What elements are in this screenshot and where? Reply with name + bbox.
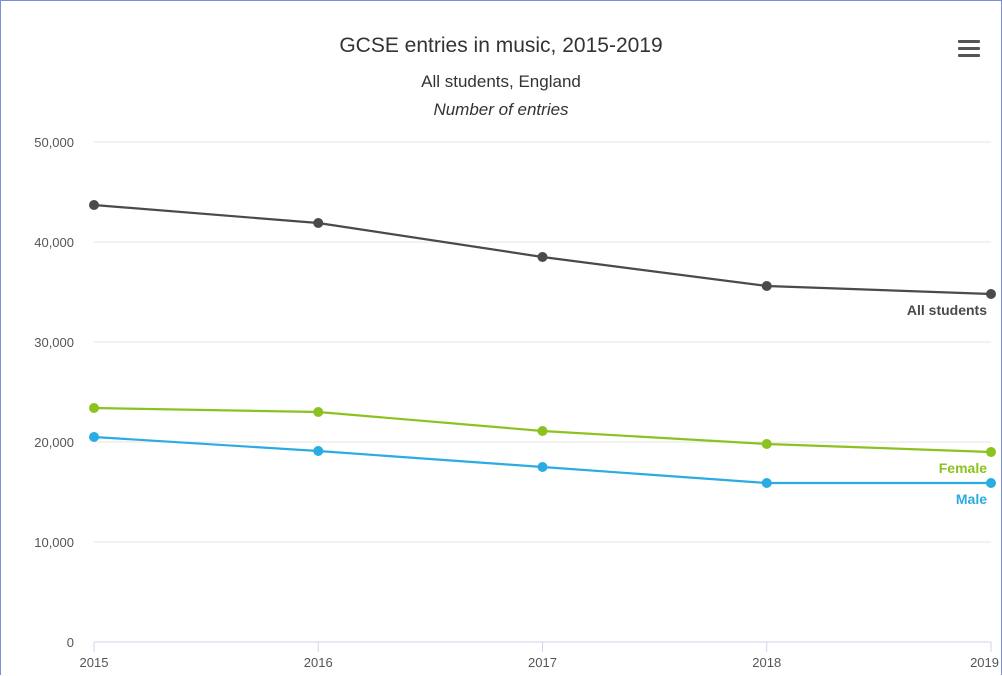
series-label-male: Male — [956, 491, 987, 507]
data-point-male — [537, 462, 548, 472]
x-tick-label: 2017 — [528, 655, 557, 670]
chart-subtitle: All students, England — [421, 72, 581, 91]
data-point-male — [89, 432, 99, 442]
data-point-all-students — [761, 281, 772, 291]
data-point-all-students — [313, 218, 324, 228]
data-point-female — [313, 407, 324, 417]
series-label-female: Female — [939, 460, 987, 476]
y-tick-label: 0 — [67, 635, 74, 650]
data-point-all-students — [89, 200, 99, 210]
data-point-female — [89, 403, 99, 413]
x-tick-label: 2015 — [80, 655, 109, 670]
data-point-all-students — [537, 252, 548, 262]
y-tick-label: 50,000 — [34, 135, 74, 150]
data-point-male — [761, 478, 772, 488]
y-tick-label: 20,000 — [34, 435, 74, 450]
x-tick-label: 2018 — [752, 655, 781, 670]
data-point-male — [986, 478, 996, 488]
data-point-female — [986, 447, 996, 457]
x-tick-label: 2016 — [304, 655, 333, 670]
series-label-all-students: All students — [907, 302, 987, 318]
y-tick-label: 30,000 — [34, 335, 74, 350]
x-tick-label: 2019 — [970, 655, 999, 670]
series-line-male — [93, 435, 991, 485]
hamburger-menu-icon[interactable] — [958, 40, 980, 62]
y-tick-label: 40,000 — [34, 235, 74, 250]
chart-title: GCSE entries in music, 2015-2019 — [339, 34, 663, 57]
chart-units-subtitle: Number of entries — [433, 100, 569, 119]
data-point-all-students — [986, 289, 996, 299]
series-line-all-students — [93, 203, 992, 296]
data-point-male — [313, 446, 324, 456]
data-point-female — [537, 426, 548, 436]
y-tick-label: 10,000 — [34, 535, 74, 550]
data-point-female — [761, 439, 772, 449]
